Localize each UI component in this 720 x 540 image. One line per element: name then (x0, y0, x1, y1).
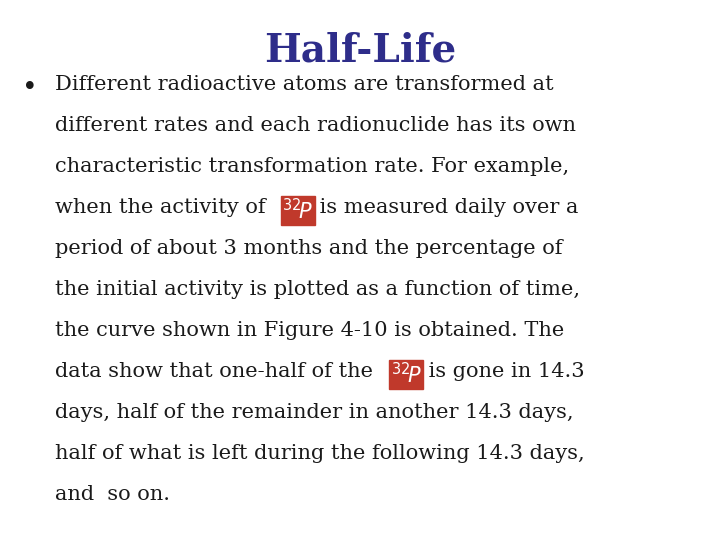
Text: Different radioactive atoms are transformed at: Different radioactive atoms are transfor… (55, 75, 554, 94)
Text: half of what is left during the following 14.3 days,: half of what is left during the followin… (55, 444, 585, 463)
Text: and  so on.: and so on. (55, 485, 170, 504)
Text: different rates and each radionuclide has its own: different rates and each radionuclide ha… (55, 116, 576, 135)
Text: the curve shown in Figure 4-10 is obtained. The: the curve shown in Figure 4-10 is obtain… (55, 321, 564, 340)
Text: the initial activity is plotted as a function of time,: the initial activity is plotted as a fun… (55, 280, 580, 299)
Text: $^{32}\!P$: $^{32}\!P$ (391, 362, 421, 387)
Text: •: • (22, 75, 37, 100)
Text: Half-Life: Half-Life (264, 32, 456, 70)
Text: data show that one-half of the: data show that one-half of the (55, 362, 379, 381)
Text: $^{32}\!P$: $^{32}\!P$ (282, 198, 313, 223)
Text: days, half of the remainder in another 14.3 days,: days, half of the remainder in another 1… (55, 403, 574, 422)
Text: characteristic transformation rate. For example,: characteristic transformation rate. For … (55, 157, 569, 176)
Text: is measured daily over a: is measured daily over a (313, 198, 579, 217)
Text: period of about 3 months and the percentage of: period of about 3 months and the percent… (55, 239, 562, 258)
Text: is gone in 14.3: is gone in 14.3 (422, 362, 585, 381)
Text: when the activity of: when the activity of (55, 198, 272, 217)
